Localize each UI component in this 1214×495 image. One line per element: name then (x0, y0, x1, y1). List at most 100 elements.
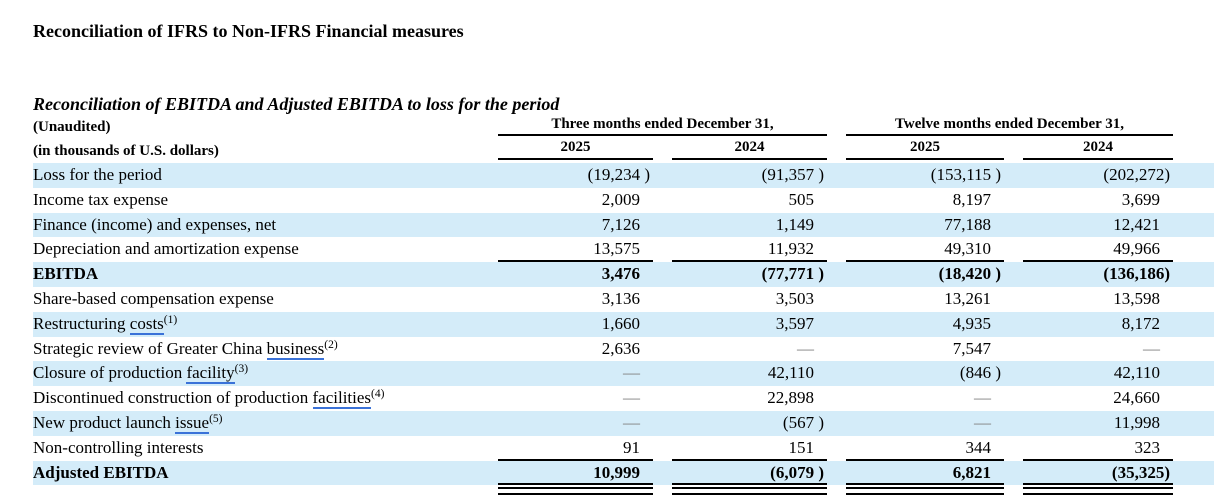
table-row: Non-controlling interests 91 151 344 323 (33, 436, 1214, 461)
table-row: Loss for the period (19,234 ) (91,357 ) … (33, 163, 1214, 188)
value-cell-3m-2025: 2,009 (601, 189, 640, 209)
value-cell-3m-2025: 91 (498, 436, 653, 461)
footnote-link[interactable]: facilities (312, 388, 372, 410)
footnote-link[interactable]: issue (175, 412, 210, 434)
row-label: Income tax expense (33, 188, 479, 213)
row-label-text: Restructuring (33, 313, 130, 333)
value-cell-3m-2025: (19,234 ) (587, 165, 650, 184)
footnote-link[interactable]: business (266, 338, 325, 360)
value-cell-12m-2025: (153,115 ) (930, 165, 1001, 184)
value-cell-3m-2025: — (623, 388, 640, 408)
row-label: Depreciation and amortization expense (33, 237, 479, 262)
footnote-link[interactable]: facility (186, 363, 235, 385)
value-cell-3m-2025: 3,476 (601, 264, 640, 284)
table-body: Loss for the period (19,234 ) (91,357 ) … (33, 163, 1214, 486)
table-row: Closure of production facility(3) — 42,1… (33, 361, 1214, 387)
value-cell-3m-2024: 1,149 (775, 214, 814, 234)
value-cell-12m-2024: 11,998 (1113, 412, 1160, 432)
row-label: Closure of production facility(3) (33, 361, 479, 386)
value-cell-3m-2024: (77,771 ) (761, 264, 824, 284)
reconciliation-table: (Unaudited) Three months ended December … (33, 116, 1214, 495)
value-cell-3m-2024: (91,357 ) (761, 165, 824, 184)
value-cell-3m-2024: 505 (788, 189, 815, 209)
row-label-text: Loss for the period (33, 165, 162, 184)
footnote-link[interactable]: costs (129, 313, 164, 335)
value-cell-12m-2024: 24,660 (1113, 388, 1160, 408)
value-cell-12m-2025: 77,188 (944, 214, 991, 234)
table-row: New product launch issue(5) — (567 ) — 1… (33, 410, 1214, 436)
value-cell-12m-2025: (846 ) (959, 363, 1001, 383)
table-row: Share-based compensation expense 3,136 3… (33, 287, 1214, 312)
value-cell-12m-2025: (18,420 ) (938, 264, 1001, 284)
value-cell-12m-2025: 13,261 (944, 288, 991, 308)
value-cell-12m-2024: 323 (1023, 436, 1173, 461)
double-rule (846, 487, 1004, 495)
double-rule (1023, 487, 1173, 495)
value-cell-12m-2025: — (974, 412, 991, 432)
row-label-text: Non-controlling interests (33, 437, 204, 457)
row-label-text: New product launch (33, 412, 176, 432)
row-label: EBITDA (33, 262, 479, 287)
closing-double-rule-row (33, 487, 1214, 495)
table-row: Strategic review of Greater China busine… (33, 337, 1214, 362)
table-row: Restructuring costs(1) 1,660 3,597 4,935… (33, 311, 1214, 337)
table-row: EBITDA 3,476 (77,771 ) (18,420 ) (136,18… (33, 262, 1214, 287)
value-cell-12m-2024: — (1143, 338, 1160, 358)
value-cell-3m-2024: 42,110 (767, 363, 814, 383)
row-label-text: EBITDA (33, 264, 99, 284)
value-cell-3m-2025: 3,136 (601, 288, 640, 308)
value-cell-3m-2025: 2,636 (601, 338, 640, 358)
value-cell-12m-2025: — (974, 388, 991, 408)
value-cell-12m-2025: 344 (846, 436, 1004, 461)
row-label-text: Discontinued construction of production (33, 388, 313, 408)
value-cell-3m-2024: 3,503 (775, 288, 814, 308)
value-cell-3m-2025: 13,575 (498, 237, 653, 263)
double-rule (498, 487, 653, 495)
year-column-header: 2024 (1023, 137, 1173, 160)
table-row: Discontinued construction of production … (33, 386, 1214, 411)
row-label-text: Adjusted EBITDA (33, 462, 169, 482)
table-header-row-years: (in thousands of U.S. dollars) 2025 2024… (33, 137, 1214, 160)
footnote-superscript: (2) (324, 338, 338, 351)
year-column-header: 2024 (672, 137, 827, 160)
value-cell-3m-2024: 3,597 (775, 313, 814, 333)
table-header-row-periods: (Unaudited) Three months ended December … (33, 116, 1214, 136)
unaudited-note: (Unaudited) (33, 119, 111, 135)
value-cell-12m-2025: 8,197 (952, 189, 991, 209)
value-cell-12m-2025: 4,935 (952, 313, 991, 333)
row-label-text: Finance (income) and expenses, net (33, 214, 277, 234)
row-label: Adjusted EBITDA (33, 461, 479, 486)
units-note: (in thousands of U.S. dollars) (33, 143, 219, 159)
row-label-text: Closure of production (33, 363, 187, 383)
page-title: Reconciliation of IFRS to Non-IFRS Finan… (33, 21, 464, 41)
row-label: Loss for the period (33, 163, 479, 188)
value-cell-12m-2025: 7,547 (952, 338, 991, 358)
period-group-header-three-months: Three months ended December 31, (498, 116, 827, 136)
table-row: Finance (income) and expenses, net 7,126… (33, 212, 1214, 238)
value-cell-12m-2024: (136,186) (1103, 264, 1170, 284)
value-cell-3m-2024: (6,079 ) (672, 461, 827, 486)
value-cell-12m-2024: (202,272) (1103, 165, 1170, 184)
period-group-header-twelve-months: Twelve months ended December 31, (846, 116, 1173, 136)
row-label-text: Income tax expense (33, 189, 168, 209)
row-label: Restructuring costs(1) (33, 312, 479, 337)
value-cell-3m-2024: 22,898 (767, 388, 814, 408)
table-row: Income tax expense 2,009 505 8,197 3,699 (33, 188, 1214, 213)
value-cell-3m-2025: 7,126 (601, 214, 640, 234)
year-column-header: 2025 (846, 137, 1004, 160)
row-label: Non-controlling interests (33, 436, 479, 461)
footnote-superscript: (3) (234, 363, 249, 376)
value-cell-12m-2024: 12,421 (1113, 214, 1160, 234)
value-cell-12m-2024: 8,172 (1121, 313, 1160, 333)
row-label: Discontinued construction of production … (33, 386, 479, 411)
value-cell-12m-2024: 3,699 (1121, 189, 1160, 209)
footnote-superscript: (4) (371, 388, 385, 401)
table-subtitle: Reconciliation of EBITDA and Adjusted EB… (33, 94, 560, 114)
value-cell-3m-2025: 1,660 (601, 313, 640, 333)
table-row: Adjusted EBITDA 10,999 (6,079 ) 6,821 (3… (33, 460, 1214, 486)
value-cell-3m-2024: (567 ) (782, 412, 824, 432)
footnote-superscript: (5) (209, 412, 223, 425)
value-cell-3m-2025: 10,999 (498, 461, 653, 486)
value-cell-3m-2024: 11,932 (672, 237, 827, 263)
